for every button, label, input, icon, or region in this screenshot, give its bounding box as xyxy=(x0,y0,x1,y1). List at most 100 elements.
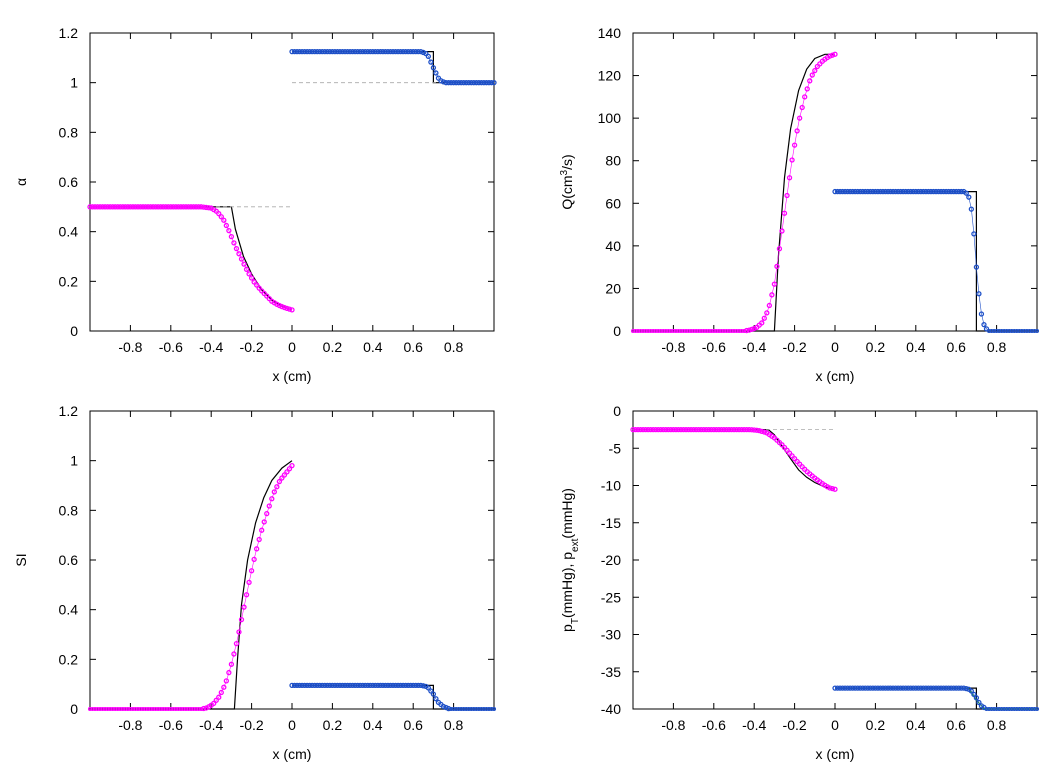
series-numerical-left-marker xyxy=(228,233,235,240)
series-numerical-left-marker xyxy=(122,204,128,210)
series-numerical-right-marker xyxy=(289,682,295,689)
series-numerical-right-marker xyxy=(918,188,924,195)
series-numerical-left-marker xyxy=(203,705,209,711)
series-numerical-left-marker xyxy=(107,204,113,210)
series-numerical-left-marker xyxy=(827,53,833,59)
series-numerical-left-marker xyxy=(809,72,815,78)
series-numerical-left-marker xyxy=(769,292,775,298)
series-numerical-left-marker xyxy=(802,94,808,100)
series-numerical-left-marker xyxy=(718,426,725,433)
series-numerical-left-marker xyxy=(786,175,793,181)
series-numerical-right-marker xyxy=(951,188,957,195)
series-numerical-right-marker xyxy=(304,682,310,689)
series-numerical-right-marker xyxy=(385,48,391,55)
series-numerical-right-marker xyxy=(963,190,969,196)
series-numerical-left-marker xyxy=(779,228,785,234)
series-numerical-right-marker xyxy=(491,706,497,712)
series-numerical-left-marker xyxy=(713,426,719,433)
series-numerical-left-marker xyxy=(120,204,126,210)
x-tick-label: 0.6 xyxy=(403,339,423,355)
series-numerical-right-marker xyxy=(983,326,990,332)
series-numerical-right-marker xyxy=(312,682,318,689)
series-numerical-left-marker xyxy=(94,204,101,210)
series-numerical-left-marker xyxy=(284,305,290,311)
series-numerical-right-marker xyxy=(337,48,343,55)
x-tick-label: 0.2 xyxy=(323,717,343,733)
series-exact-right xyxy=(292,50,494,84)
series-numerical-right-marker xyxy=(940,685,947,691)
x-tick-label: 0.4 xyxy=(906,339,926,355)
series-numerical-right-marker xyxy=(923,685,929,691)
series-numerical-right-marker xyxy=(314,48,320,55)
series-numerical-left-marker xyxy=(829,485,836,492)
series-exact-right xyxy=(835,191,1037,332)
y-axis-label-part: SI xyxy=(13,553,29,566)
series-numerical-left-marker xyxy=(216,211,222,217)
series-numerical-left-marker xyxy=(127,204,134,210)
series-numerical-right-marker xyxy=(898,188,904,195)
y-axis-label-part: (mmHg) xyxy=(559,488,575,539)
series-numerical-right-marker xyxy=(471,80,477,86)
series-numerical-left-marker xyxy=(253,546,260,552)
series-numerical-right-marker xyxy=(839,188,846,195)
series-numerical-left-marker xyxy=(632,426,639,433)
series-numerical-left-marker xyxy=(281,304,288,311)
y-tick-label: -10 xyxy=(601,478,621,494)
series-numerical-left-marker xyxy=(105,204,111,210)
series-numerical-right-marker xyxy=(930,685,937,691)
y-axis-label: α xyxy=(13,178,29,186)
y-tick-label: 1.2 xyxy=(59,403,79,419)
x-tick-label: -0.2 xyxy=(783,339,807,355)
x-tick-label: -0.6 xyxy=(702,339,726,355)
y-axis-label-part: α xyxy=(13,178,29,186)
series-numerical-right-marker xyxy=(1034,706,1040,712)
series-numerical-left-marker xyxy=(264,510,270,517)
series-numerical-left-marker xyxy=(749,326,755,333)
series-numerical-right-marker xyxy=(296,682,303,689)
series-numerical-left-marker xyxy=(658,426,664,433)
series-numerical-right-marker xyxy=(410,682,416,689)
series-numerical-left-marker xyxy=(660,426,666,433)
series-numerical-left-marker xyxy=(89,204,96,210)
series-numerical-right-marker xyxy=(367,48,373,55)
x-tick-label: 0.8 xyxy=(444,717,464,733)
series-numerical-right-marker xyxy=(877,188,884,195)
series-numerical-left-marker xyxy=(228,661,235,667)
series-numerical-left-marker xyxy=(276,302,283,309)
series-numerical-left-marker xyxy=(145,204,151,210)
series-numerical-right-marker xyxy=(354,48,361,55)
x-tick-label: 0 xyxy=(288,717,296,733)
series-numerical-right-marker xyxy=(862,685,868,691)
series-numerical-left-marker xyxy=(690,426,697,433)
series-numerical-right-marker xyxy=(903,685,909,691)
series-numerical-left-marker xyxy=(286,466,293,472)
series-numerical-right-marker xyxy=(938,685,944,691)
series-numerical-right-marker xyxy=(324,48,331,55)
series-numerical-left-marker xyxy=(751,427,757,433)
series-numerical-right-marker xyxy=(963,685,969,692)
series-numerical-left-marker xyxy=(241,261,247,267)
series-numerical-left-marker xyxy=(797,115,803,121)
series-numerical-right-marker xyxy=(832,685,838,691)
series-numerical-left-marker xyxy=(158,204,164,210)
series-numerical-right-marker xyxy=(847,188,853,195)
series-numerical-right-marker xyxy=(478,80,485,86)
series-numerical-right-marker xyxy=(918,685,924,691)
series-numerical-right-marker xyxy=(395,48,401,55)
series-numerical-right-marker xyxy=(953,685,959,691)
series-numerical-right-marker xyxy=(971,691,977,698)
series-numerical-left-marker xyxy=(99,204,106,210)
series-numerical-right-marker xyxy=(415,48,421,55)
series-numerical-right-marker xyxy=(905,188,911,195)
series-numerical-left-marker xyxy=(231,240,237,246)
series-numerical-right-marker xyxy=(935,188,942,195)
series-numerical-right-marker xyxy=(420,683,426,689)
series-numerical-left-marker xyxy=(188,204,194,210)
series-numerical-left-marker xyxy=(761,315,767,321)
series-numerical-left-marker xyxy=(812,67,818,74)
series-numerical-left-marker xyxy=(243,266,250,272)
series-numerical-right-marker xyxy=(380,48,386,55)
series-numerical-right-marker xyxy=(956,685,962,691)
series-numerical-left-marker xyxy=(683,426,689,433)
series-numerical-left-marker xyxy=(761,429,767,435)
